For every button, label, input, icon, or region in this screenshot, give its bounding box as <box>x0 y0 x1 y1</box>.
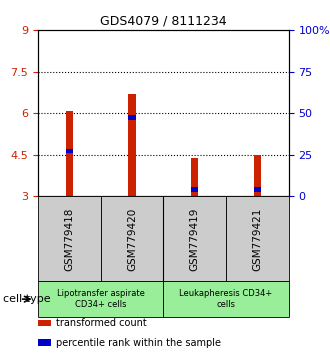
Text: GSM779418: GSM779418 <box>64 207 74 271</box>
Text: GSM779419: GSM779419 <box>190 207 200 271</box>
Bar <box>128 94 136 196</box>
Bar <box>254 188 261 192</box>
Text: GSM779420: GSM779420 <box>127 207 137 270</box>
Bar <box>128 115 136 120</box>
Bar <box>191 188 198 192</box>
Text: GSM779421: GSM779421 <box>252 207 262 271</box>
Bar <box>66 149 73 153</box>
Text: Leukapheresis CD34+
cells: Leukapheresis CD34+ cells <box>180 290 273 309</box>
Text: Lipotransfer aspirate
CD34+ cells: Lipotransfer aspirate CD34+ cells <box>57 290 145 309</box>
Title: GDS4079 / 8111234: GDS4079 / 8111234 <box>100 15 227 28</box>
Bar <box>66 110 73 196</box>
Bar <box>191 158 198 196</box>
Text: cell type: cell type <box>3 294 51 304</box>
Bar <box>254 155 261 196</box>
Text: percentile rank within the sample: percentile rank within the sample <box>56 338 221 348</box>
Text: transformed count: transformed count <box>56 318 147 328</box>
